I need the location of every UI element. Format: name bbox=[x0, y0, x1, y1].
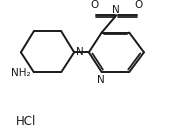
Text: N: N bbox=[112, 5, 120, 15]
Text: O: O bbox=[90, 0, 98, 10]
Text: N: N bbox=[97, 75, 105, 85]
Text: N: N bbox=[76, 47, 84, 57]
Text: O: O bbox=[134, 0, 142, 10]
Text: NH₂: NH₂ bbox=[11, 68, 31, 78]
Text: HCl: HCl bbox=[15, 115, 36, 128]
